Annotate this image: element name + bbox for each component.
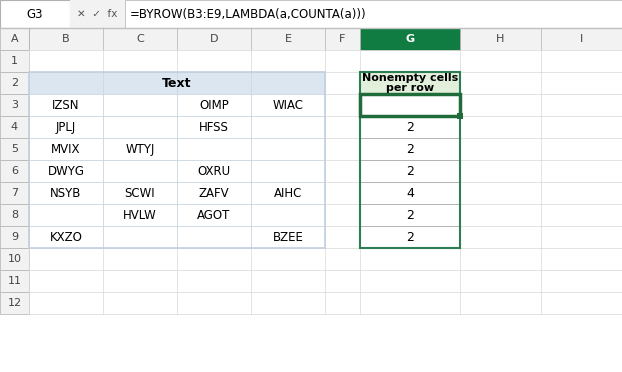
Text: I: I [580, 34, 583, 44]
Text: 5: 5 [11, 144, 18, 154]
Text: 7: 7 [11, 188, 18, 198]
Bar [360, 94, 460, 116]
Text: 3: 3 [11, 100, 18, 110]
Bar [0, 0, 622, 28]
Bar [0, 204, 29, 226]
Text: KXZO: KXZO [50, 231, 83, 244]
Text: JPLJ: JPLJ [56, 121, 76, 134]
Bar [0, 138, 29, 160]
Text: 2: 2 [406, 164, 414, 177]
Bar [0, 248, 29, 270]
Text: WTYJ: WTYJ [125, 142, 155, 155]
Text: HFSS: HFSS [199, 121, 229, 134]
Bar [125, 0, 622, 28]
Text: AGOT: AGOT [197, 208, 231, 221]
Text: 2: 2 [406, 142, 414, 155]
Text: G3: G3 [27, 7, 44, 20]
Text: =BYROW(B3:E9,LAMBDA(a,COUNTA(a))): =BYROW(B3:E9,LAMBDA(a,COUNTA(a))) [130, 7, 366, 20]
Bar [360, 28, 460, 50]
Text: F: F [340, 34, 346, 44]
Bar [0, 0, 70, 28]
Text: WIAC: WIAC [272, 99, 304, 112]
Text: Text: Text [162, 77, 192, 90]
Bar [29, 72, 325, 94]
Text: C: C [136, 34, 144, 44]
Text: 2: 2 [406, 208, 414, 221]
Bar [0, 160, 29, 182]
Bar [360, 72, 460, 248]
Text: 6: 6 [11, 166, 18, 176]
Bar [457, 113, 463, 119]
Bar [0, 28, 29, 50]
Text: B: B [62, 34, 70, 44]
Bar [0, 94, 29, 116]
Text: 1: 1 [11, 56, 18, 66]
Text: 12: 12 [7, 298, 22, 308]
Text: 9: 9 [11, 232, 18, 242]
Text: 10: 10 [7, 254, 22, 264]
Text: ✕  ✓  fx: ✕ ✓ fx [77, 9, 117, 19]
Text: MVIX: MVIX [51, 142, 81, 155]
Text: 2: 2 [406, 231, 414, 244]
Text: 8: 8 [11, 210, 18, 220]
Text: D: D [210, 34, 218, 44]
Text: NSYB: NSYB [50, 186, 81, 199]
Text: BZEE: BZEE [272, 231, 304, 244]
Bar [0, 28, 622, 50]
Text: 11: 11 [7, 276, 22, 286]
Text: HVLW: HVLW [123, 208, 157, 221]
Bar [0, 182, 29, 204]
Text: per row: per row [386, 83, 434, 93]
Text: Nonempty cells: Nonempty cells [362, 73, 458, 83]
Text: AIHC: AIHC [274, 186, 302, 199]
Text: DWYG: DWYG [47, 164, 85, 177]
Text: SCWI: SCWI [124, 186, 156, 199]
Text: 4: 4 [406, 186, 414, 199]
Text: ZAFV: ZAFV [198, 186, 230, 199]
Text: OXRU: OXRU [197, 164, 231, 177]
Bar [0, 226, 29, 248]
Text: E: E [284, 34, 292, 44]
Bar [0, 50, 29, 72]
Text: 4: 4 [11, 122, 18, 132]
Bar [0, 292, 29, 314]
Text: IZSN: IZSN [52, 99, 80, 112]
Text: 2: 2 [406, 121, 414, 134]
Bar [0, 116, 29, 138]
Text: OIMP: OIMP [199, 99, 229, 112]
Bar [29, 72, 325, 248]
Text: 3: 3 [406, 99, 414, 112]
Text: A: A [11, 34, 18, 44]
Text: H: H [496, 34, 504, 44]
Bar [360, 72, 460, 94]
Bar [0, 72, 29, 94]
Text: G: G [406, 34, 414, 44]
Bar [70, 0, 125, 28]
Text: 2: 2 [11, 78, 18, 88]
Bar [0, 270, 29, 292]
